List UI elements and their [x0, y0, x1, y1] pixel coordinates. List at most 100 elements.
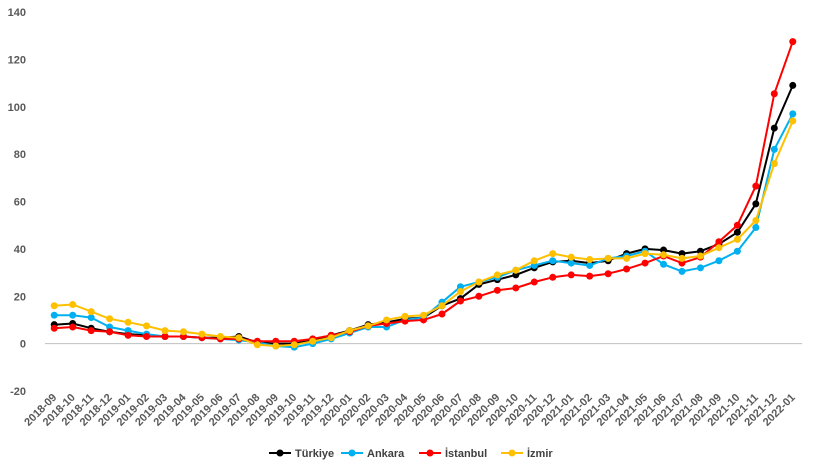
series-point: [789, 110, 797, 118]
y-tick-label: 60: [14, 197, 26, 209]
y-axis-ticks: -20 0 20 40 60 80 100 120 140: [8, 7, 26, 398]
series-point: [69, 311, 77, 319]
series-point: [549, 257, 557, 265]
series-point: [50, 302, 58, 310]
series-point: [364, 322, 372, 330]
series-point: [586, 272, 594, 280]
series-point: [733, 247, 741, 255]
series-point: [179, 328, 187, 336]
series-point: [752, 216, 760, 224]
series-point: [641, 259, 649, 267]
series-point: [696, 264, 704, 272]
series-point: [696, 252, 704, 260]
legend-item: İzmir: [501, 447, 553, 460]
legend-marker: [276, 449, 284, 457]
series-point: [87, 327, 95, 335]
series-point: [512, 266, 520, 274]
series-point: [733, 228, 741, 236]
y-tick-label: 140: [8, 7, 26, 19]
series-point: [770, 124, 778, 132]
series-point: [383, 316, 391, 324]
series-point: [235, 334, 243, 342]
y-tick-label: 0: [20, 339, 26, 351]
series-point: [272, 342, 280, 350]
series-point: [124, 318, 132, 326]
series-point: [660, 260, 668, 268]
series-point: [143, 333, 151, 341]
series-point: [327, 334, 335, 342]
series-point: [567, 253, 575, 261]
series-point: [69, 301, 77, 309]
series-point: [752, 182, 760, 190]
legend-label: İstanbul: [445, 447, 487, 460]
series-point: [752, 200, 760, 208]
series-point: [401, 312, 409, 320]
series-point: [493, 286, 501, 294]
series-point: [586, 256, 594, 264]
y-tick-label: 80: [14, 149, 26, 161]
series-point: [789, 117, 797, 125]
series-point: [715, 238, 723, 246]
legend-marker: [348, 449, 356, 457]
legend: Türkiye Ankara İstanbul İzmir: [269, 447, 553, 460]
legend-marker: [508, 449, 516, 457]
legend-label: İzmir: [527, 447, 553, 460]
series-point: [198, 330, 206, 338]
series-point: [87, 314, 95, 322]
series-point: [715, 244, 723, 252]
series-point: [789, 81, 797, 89]
series-point: [604, 254, 612, 262]
series-point: [493, 271, 501, 279]
series-point: [346, 327, 354, 335]
series-point: [69, 323, 77, 331]
series-point: [733, 235, 741, 243]
series-point: [87, 308, 95, 316]
series-point: [770, 145, 778, 153]
legend-item: Ankara: [341, 448, 405, 460]
series-point: [623, 254, 631, 262]
series-point: [567, 259, 575, 267]
series-point: [106, 328, 114, 336]
series-point: [586, 261, 594, 269]
series-point: [770, 90, 778, 98]
series-point: [216, 333, 224, 341]
series-point: [789, 38, 797, 46]
series-point: [512, 284, 520, 292]
y-tick-label: 40: [14, 244, 26, 256]
y-tick-label: 100: [8, 102, 26, 114]
y-tick-label: 120: [8, 54, 26, 66]
series-point: [733, 221, 741, 229]
series-point: [161, 327, 169, 335]
series-point: [438, 302, 446, 310]
legend-item: İstanbul: [419, 447, 487, 460]
series-point: [752, 224, 760, 232]
series-point: [641, 250, 649, 258]
series-point: [549, 250, 557, 258]
series-point: [50, 311, 58, 319]
series-point: [309, 337, 317, 345]
y-tick-label: -20: [10, 386, 26, 398]
series-point: [456, 297, 464, 305]
series-point: [50, 324, 58, 332]
series-point: [475, 278, 483, 286]
legend-label: Türkiye: [295, 448, 334, 460]
series-point: [143, 322, 151, 330]
series-point: [475, 292, 483, 300]
series-layer: [50, 38, 797, 351]
series-point: [604, 270, 612, 278]
series-point: [715, 257, 723, 265]
legend-marker: [426, 449, 434, 457]
series-point: [290, 341, 298, 349]
y-tick-label: 20: [14, 291, 26, 303]
legend-item: Türkiye: [269, 448, 334, 460]
series-point: [770, 160, 778, 168]
series-point: [623, 265, 631, 273]
series-point: [438, 310, 446, 318]
series-point: [678, 267, 686, 275]
series-point: [530, 278, 538, 286]
series-point: [161, 333, 169, 341]
series-4: [50, 117, 797, 350]
series-point: [456, 288, 464, 296]
